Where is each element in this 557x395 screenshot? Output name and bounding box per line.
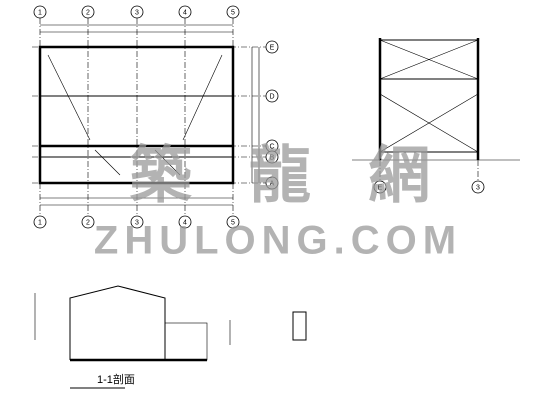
elevation [352, 38, 520, 180]
axis-bubble [265, 89, 279, 103]
axis-bubble [178, 215, 192, 229]
axis-bubble [471, 180, 485, 194]
axis-label: A [270, 180, 275, 187]
axis-bubble [178, 5, 192, 19]
axis-bubble [33, 215, 47, 229]
axis-bubble [81, 5, 95, 19]
axis-label: C [269, 143, 274, 150]
axis-bubble [265, 40, 279, 54]
axis-label: 5 [231, 219, 235, 226]
axis-label: 1 [38, 219, 42, 226]
axis-label: E [378, 184, 383, 191]
labels: 1 1 2 2 3 3 4 4 5 5 E D CB A E 3 [32, 5, 485, 229]
axis-label: 4 [183, 219, 187, 226]
axis-label: 2 [86, 219, 90, 226]
axis-bubble [130, 5, 144, 19]
axis-label: 2 [86, 9, 90, 16]
watermark-site: ZHULONG.COM [94, 219, 462, 263]
axis-label: 4 [183, 9, 187, 16]
axis-label: D [269, 93, 274, 100]
section-drawing [34, 285, 307, 389]
axis-bubble [33, 5, 47, 19]
axis-bubble [226, 5, 240, 19]
axis-bubble [226, 215, 240, 229]
axis-bubble [81, 215, 95, 229]
axis-label: B [270, 154, 275, 161]
axis-label: 3 [135, 9, 139, 16]
section-title: 1-1剖面 [97, 372, 135, 386]
axis-label: 3 [476, 184, 480, 191]
axis-bubble [265, 176, 279, 190]
axis-label: E [270, 44, 275, 51]
watermark-characters: 築 龍 網 [130, 141, 450, 210]
axis-bubble [265, 150, 279, 164]
axis-label: 3 [135, 219, 139, 226]
axis-bubble [130, 215, 144, 229]
axis-bubble [373, 180, 387, 194]
axis-label: 5 [231, 9, 235, 16]
axis-label: 1 [38, 9, 42, 16]
